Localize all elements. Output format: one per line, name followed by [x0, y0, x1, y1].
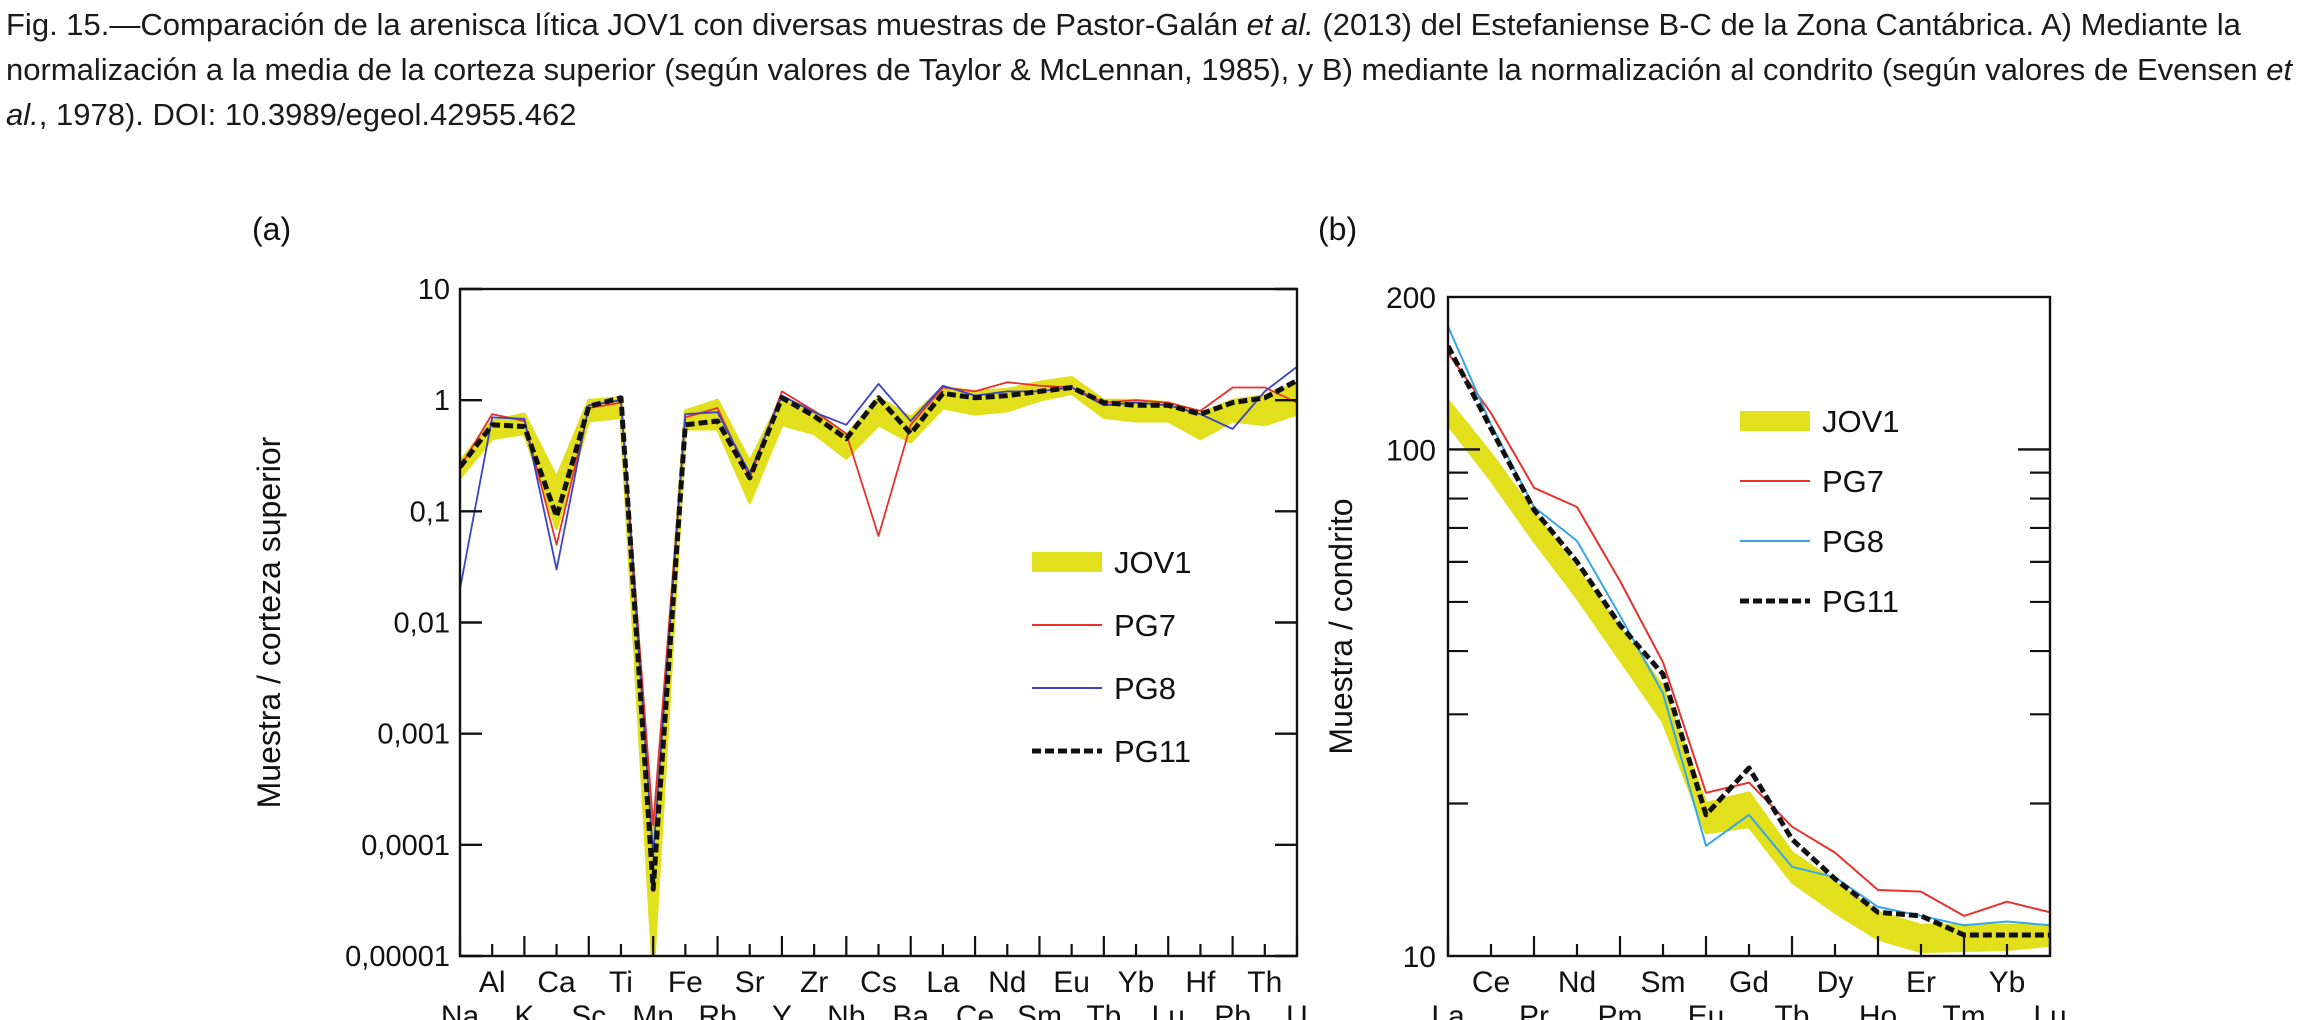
x-tick-label: Pb: [1214, 1000, 1251, 1020]
x-tick-label: Sm: [1017, 1000, 1062, 1020]
x-tick-label: Ho: [1859, 1000, 1897, 1020]
legend-label-PG7: PG7: [1822, 464, 1884, 499]
x-tick-label: Sc: [571, 1000, 606, 1020]
x-tick-label: Eu: [1053, 966, 1090, 999]
x-tick-label: Sm: [1641, 966, 1686, 999]
y-tick-label: 10: [418, 274, 450, 306]
x-tick-label: Cs: [860, 966, 897, 999]
series-JOV1-band: [460, 376, 1297, 956]
x-tick-label: Ba: [892, 1000, 929, 1020]
figure-caption: Fig. 15.—Comparación de la arenisca líti…: [6, 2, 2316, 137]
x-tick-label: Ce: [1472, 966, 1510, 999]
x-tick-label: Fe: [668, 966, 703, 999]
legend: JOV1 PG7 PG8 PG11: [1740, 404, 1900, 619]
series-PG7-line: [460, 381, 1297, 827]
series-PG11-line: [1448, 344, 2050, 938]
x-tick-label: Tb: [1774, 1000, 1809, 1020]
x-tick-label: Pm: [1598, 1000, 1643, 1020]
x-tick-label: Na: [441, 1000, 480, 1020]
legend-label-PG7: PG7: [1114, 608, 1176, 643]
x-tick-label: Ca: [537, 966, 576, 999]
caption-part: et al.: [6, 52, 2293, 132]
x-tick-label: Ce: [956, 1000, 994, 1020]
x-tick-label: Tb: [1086, 1000, 1121, 1020]
y-tick-label: 10: [1403, 941, 1436, 974]
x-tick-label: Yb: [1989, 966, 2026, 999]
y-axis-title: Muestra / condrito: [1323, 498, 1359, 754]
x-tick-label: Pr: [1519, 1000, 1549, 1020]
x-tick-label: Lu: [1152, 1000, 1185, 1020]
x-tick-label: Rb: [698, 1000, 736, 1020]
x-tick-label: La: [1431, 1000, 1465, 1020]
plot-area: [460, 365, 1297, 956]
y-tick-label: 0,001: [377, 719, 450, 751]
x-tick-label: Eu: [1688, 1000, 1725, 1020]
plot-frame: [1446, 295, 2052, 958]
x-tick-label: Lu: [2033, 1000, 2066, 1020]
legend: JOV1 PG7 PG8 PG11: [1032, 545, 1192, 769]
x-tick-label: K: [514, 1000, 534, 1020]
x-tick-label: Sr: [735, 966, 765, 999]
x-tick-label: Zr: [800, 966, 828, 999]
y-tick-label: 0,01: [394, 608, 450, 640]
x-tick-label: Mn: [632, 1000, 674, 1020]
x-tick-label: Nd: [1558, 966, 1596, 999]
legend-label-PG8: PG8: [1114, 671, 1176, 706]
caption-part: (2013) del Estefaniense B-C de la Zona C…: [6, 7, 2267, 87]
x-tick-label: Tm: [1942, 1000, 1985, 1020]
series-PG8-line: [1448, 325, 2050, 927]
x-tick-label: Y: [772, 1000, 792, 1020]
x-tick-label: Gd: [1729, 966, 1769, 999]
y-tick-label: 1: [434, 385, 450, 417]
series-JOV1-band: [1448, 398, 2050, 954]
y-tick-label: 0,0001: [361, 830, 450, 862]
y-axis-title: Muestra / corteza superior: [251, 436, 287, 808]
x-tick-label: La: [926, 966, 960, 999]
legend-label-JOV1: JOV1: [1114, 545, 1192, 580]
caption-part: et al.: [1246, 7, 1314, 42]
caption-part: Fig. 15.—Comparación de la arenisca líti…: [6, 7, 1247, 42]
x-tick-label: U: [1286, 1000, 1308, 1020]
caption-part: , 1978). DOI: 10.3989/egeol.42955.462: [38, 97, 577, 132]
y-tick-label: 0,00001: [345, 941, 450, 973]
plot-area: [1448, 325, 2050, 954]
x-tick-label: Ti: [609, 966, 633, 999]
legend-label-JOV1: JOV1: [1822, 404, 1900, 439]
x-tick-label: Hf: [1185, 966, 1216, 999]
series-PG7-line: [1448, 352, 2050, 917]
legend-label-PG11: PG11: [1822, 584, 1899, 619]
x-tick-label: Yb: [1118, 966, 1155, 999]
legend-label-PG8: PG8: [1822, 524, 1884, 559]
y-tick-label: 100: [1386, 434, 1436, 467]
x-tick-label: Dy: [1817, 966, 1854, 999]
series-PG11-line: [460, 378, 1297, 892]
y-tick-label: 200: [1386, 282, 1436, 315]
panel-label: (b): [1318, 211, 1357, 247]
panel-label: (a): [252, 211, 291, 247]
x-tick-label: Er: [1906, 966, 1936, 999]
panel-a: 0,000010,00010,0010,010,1110NaAlKCaScTiM…: [251, 211, 1308, 1020]
x-tick-label: Al: [479, 966, 506, 999]
x-tick-label: Th: [1247, 966, 1282, 999]
x-tick-label: Nb: [827, 1000, 865, 1020]
legend-label-PG11: PG11: [1114, 734, 1191, 769]
y-tick-label: 0,1: [410, 496, 450, 528]
x-tick-label: Nd: [988, 966, 1026, 999]
